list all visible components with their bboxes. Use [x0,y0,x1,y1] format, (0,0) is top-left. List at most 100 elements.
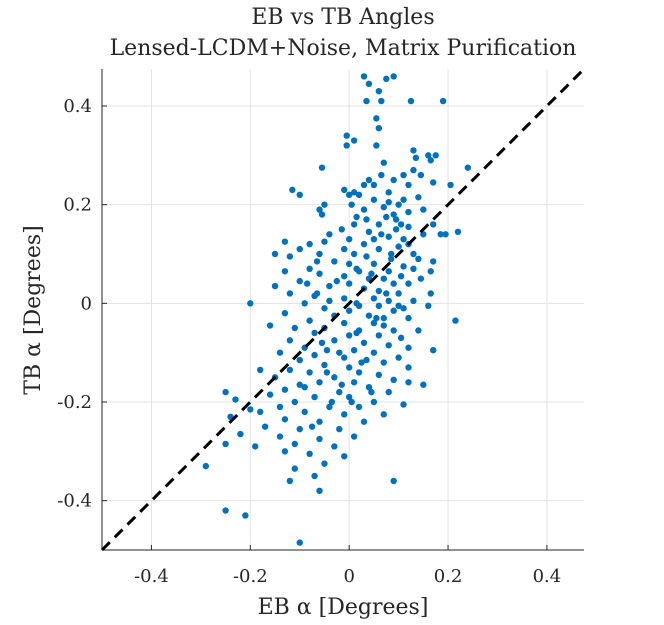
data-point-254 [383,290,390,297]
data-point-226 [316,487,323,494]
data-point-70 [281,238,289,245]
data-point-137 [306,317,313,324]
data-point-26 [365,176,373,184]
data-point-200 [256,408,264,416]
data-point-162 [341,354,348,361]
data-point-93 [400,263,407,270]
data-point-193 [370,398,378,406]
data-point-209 [336,425,343,433]
data-point-76 [442,231,449,238]
data-point-23 [410,166,417,174]
y-tick-label-3: 0.2 [63,195,92,216]
data-point-202 [380,411,387,418]
data-points [202,73,472,546]
data-point-225 [286,477,294,485]
data-point-184 [281,386,289,393]
data-point-239 [338,381,345,388]
data-point-164 [296,356,303,364]
data-point-45 [380,203,387,211]
data-point-185 [336,388,343,396]
data-point-158 [370,349,378,356]
data-point-32 [447,181,454,189]
data-point-95 [281,268,289,275]
data-point-172 [306,369,313,376]
data-point-230 [296,539,303,546]
y-tick-label-2: 0 [81,293,92,314]
data-point-86 [363,253,370,260]
data-point-7 [407,97,415,105]
data-point-130 [390,307,397,314]
data-point-5 [363,97,370,105]
data-point-206 [360,418,368,425]
chart-subtitle: Lensed-LCDM+Noise, Matrix Purification [110,36,577,61]
data-point-13 [373,142,380,149]
data-point-30 [370,181,378,189]
data-point-111 [326,282,333,290]
data-point-145 [415,327,422,334]
data-point-176 [390,376,397,383]
data-point-53 [353,213,360,221]
data-point-101 [341,273,348,280]
data-point-68 [385,233,392,240]
data-point-147 [345,332,353,339]
data-point-180 [405,379,412,386]
data-point-257 [348,398,355,406]
data-point-222 [291,465,298,472]
data-point-259 [360,181,368,189]
data-point-196 [276,403,284,411]
data-point-91 [345,260,353,268]
data-point-207 [261,423,269,430]
data-point-29 [430,179,437,186]
data-point-59 [430,221,437,228]
data-point-66 [345,236,353,243]
data-point-192 [291,398,298,406]
data-point-24 [378,171,385,179]
data-point-33 [385,189,392,196]
data-point-116 [286,290,294,297]
data-point-190 [345,393,353,401]
data-point-231 [336,349,343,356]
data-point-103 [380,275,387,282]
data-point-11 [343,132,350,139]
tick-labels: -0.4 -0.2 0 0.2 0.4 -0.4 -0.2 0 0.2 0.4 [57,96,561,587]
data-point-194 [400,401,407,408]
x-tick-label-4: 0.4 [533,566,562,587]
data-point-178 [316,379,323,386]
data-point-160 [276,349,284,356]
data-point-157 [350,347,358,354]
data-point-156 [323,347,331,354]
data-point-54 [383,213,390,221]
y-axis-label: TB α [Degrees] [21,225,46,394]
data-point-125 [375,302,383,309]
data-point-131 [281,310,289,317]
data-point-163 [395,354,402,361]
data-point-220 [281,448,289,455]
data-point-151 [331,337,338,344]
data-point-97 [385,268,392,275]
data-point-213 [350,433,358,440]
data-point-38 [400,196,407,203]
data-point-249 [323,369,331,376]
data-point-236 [368,270,375,277]
data-point-241 [388,250,395,258]
data-point-244 [378,231,385,238]
data-point-218 [306,450,313,457]
axes [101,69,584,551]
data-point-173 [355,369,363,376]
data-point-221 [321,460,328,467]
data-point-135 [405,314,412,322]
data-point-144 [390,327,397,334]
data-point-31 [405,181,412,189]
data-point-154 [405,344,412,351]
data-point-84 [316,250,323,258]
data-point-55 [392,216,400,223]
data-point-98 [410,265,417,272]
data-point-120 [385,297,392,305]
data-point-28 [390,176,397,184]
y-tick-label-1: -0.2 [57,392,92,413]
data-point-78 [375,245,383,253]
data-point-187 [222,388,229,396]
grid-lines [102,69,584,550]
data-point-52 [405,208,412,216]
